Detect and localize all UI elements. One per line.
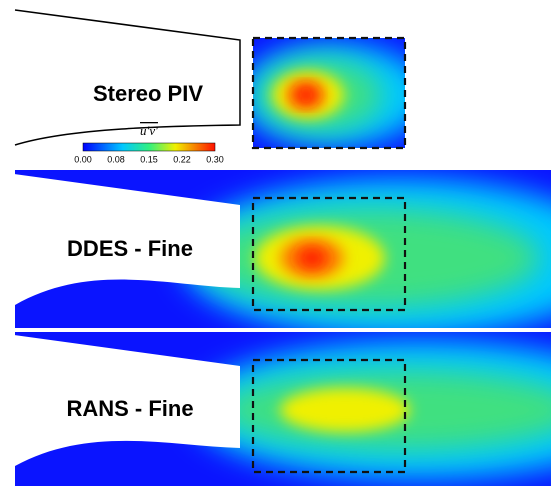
piv-field [253,38,405,148]
nozzle-outline [14,9,241,146]
colorbar-scale [82,142,216,152]
colorbar-tick-label: 0.22 [173,154,191,164]
colorbar-tick-label: 0.08 [107,154,125,164]
piv-panel: Stereo PIV [14,9,407,150]
colorbar: u′v′ 0.00 0.08 0.15 0.22 0.30 [74,123,224,164]
nozzle [15,174,240,305]
colorbar-label: u′v′ [140,123,158,138]
panel-label: DDES - Fine [67,236,193,261]
panel-label: Stereo PIV [93,81,203,106]
colorbar-tick-label: 0.00 [74,154,92,164]
panel-label: RANS - Fine [66,396,193,421]
ddes-panel: DDES - Fine [15,170,551,328]
measurement-box [251,36,407,150]
measurement-box [251,358,407,474]
measurement-box [251,196,407,312]
colorbar-tick-label: 0.30 [206,154,224,164]
nozzle [15,335,240,466]
rans-panel: RANS - Fine [15,332,551,486]
colorbar-tick-label: 0.15 [140,154,158,164]
